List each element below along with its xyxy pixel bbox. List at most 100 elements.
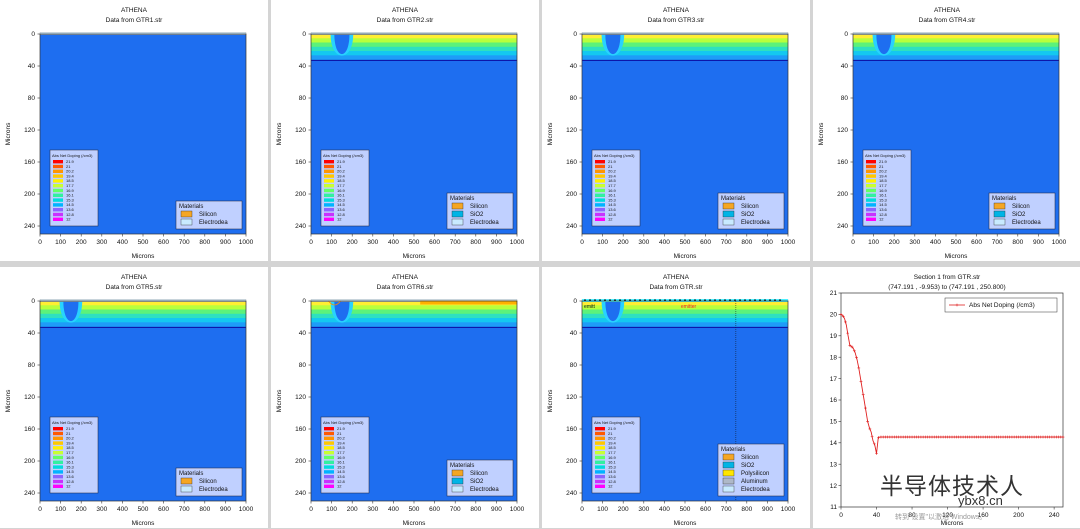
- doping-legend-swatch-7: [53, 193, 63, 197]
- doping-band-3: [311, 313, 517, 319]
- y-tick-label: 120: [837, 127, 848, 134]
- material-swatch-1: [722, 461, 735, 469]
- metal-mesh-18: [674, 299, 676, 301]
- y-tick-label: 0: [302, 31, 306, 38]
- materials-legend: Materials Silicon Electrodea: [175, 200, 243, 230]
- x-tick-label: 800: [741, 239, 752, 246]
- line-legend-box: [944, 297, 1058, 313]
- material-label: Silicon: [470, 471, 488, 477]
- doping-legend-level: 21.9: [608, 426, 617, 431]
- y-tick-label: 120: [566, 394, 577, 401]
- data-point: [839, 313, 843, 316]
- doping-legend-level: 16.9: [66, 455, 75, 460]
- y-tick-label: 120: [295, 394, 306, 401]
- y-tick-label: 40: [299, 330, 307, 337]
- material-label: Aluminum: [741, 479, 768, 485]
- x-tick-label: 900: [762, 506, 773, 513]
- metal-mesh-16: [664, 299, 666, 301]
- doping-band-1: [853, 38, 1059, 43]
- y-tick-label: 80: [28, 362, 36, 369]
- chart-subtitle: Data from GTR.str: [649, 284, 703, 291]
- doping-legend-swatch-6: [324, 455, 334, 460]
- doping-legend-level: 18.5: [337, 178, 346, 183]
- metal-mesh-25: [709, 299, 711, 301]
- material-swatch-3: [722, 477, 735, 485]
- metal-mesh-28: [724, 299, 726, 301]
- doping-legend-level: 20.2: [608, 436, 617, 441]
- doping-legend-swatch-12: [595, 217, 605, 221]
- doping-legend-swatch-6: [866, 188, 876, 193]
- x-tick-label: 300: [638, 239, 649, 246]
- x-tick-label: 900: [491, 506, 502, 513]
- data-point: [855, 356, 858, 360]
- metal-mesh-14: [654, 299, 656, 301]
- y-tick-label: 40: [841, 63, 849, 70]
- x-tick-label: 0: [309, 506, 313, 513]
- metal-mesh-21: [689, 299, 691, 301]
- metal-mesh-35: [759, 299, 761, 301]
- doping-legend-swatch-12: [53, 484, 63, 488]
- doping-band-5: [311, 55, 517, 60]
- x-tick-label: 200: [76, 506, 87, 513]
- y-tick-label: 160: [566, 159, 577, 166]
- x-tick-label: 200: [76, 239, 87, 246]
- x-tick-label: 0: [580, 239, 584, 246]
- x-tick-label: 800: [199, 239, 210, 246]
- doping-legend-level: 17.7: [337, 450, 346, 455]
- y-tick-label: 240: [24, 223, 35, 230]
- metal-mesh-7: [619, 299, 621, 301]
- line-chart-svg: Section 1 from GTR.str (747.191 , -9.953)…: [830, 274, 1065, 527]
- chart-title: ATHENA: [392, 7, 419, 14]
- y-tick-label: 240: [566, 490, 577, 497]
- doping-legend-level: 21: [337, 164, 342, 169]
- materials-legend: Materials Silicon SiO2 Electrodea: [446, 459, 514, 497]
- doping-legend-level: 16.9: [337, 455, 346, 460]
- materials-title: Materials: [179, 204, 203, 210]
- doping-legend-level: 21.9: [337, 426, 346, 431]
- line-y-tick-label: 19: [830, 333, 838, 340]
- metal-mesh-5: [609, 299, 611, 301]
- doping-legend: Abs Net Doping (/cm3)21.92120.219.418.51…: [320, 416, 370, 494]
- x-tick-label: 600: [429, 239, 440, 246]
- doping-legend-swatch-11: [866, 212, 876, 217]
- doping-band-3: [853, 46, 1059, 52]
- doping-legend-level: 14.5: [337, 202, 346, 207]
- doping-legend-level: 12: [608, 217, 613, 222]
- doping-layer: [40, 301, 246, 328]
- x-tick-label: 300: [367, 506, 378, 513]
- y-tick-label: 160: [295, 159, 306, 166]
- y-tick-label: 160: [566, 426, 577, 433]
- doping-legend-level: 16.1: [608, 193, 617, 198]
- doping-legend-level: 18.5: [337, 445, 346, 450]
- metal-mesh-32: [744, 299, 746, 301]
- contour-svg: ATHENA Data from GTR.str emitt emitter 0 100 2…: [547, 274, 796, 527]
- annotation-emitt: emitt: [584, 304, 595, 310]
- x-tick-label: 100: [597, 239, 608, 246]
- chart-subtitle: Data from GTR1.str: [106, 17, 164, 24]
- doping-band-0: [582, 34, 788, 39]
- doping-legend-level: 16.1: [608, 460, 617, 465]
- materials-title: Materials: [721, 447, 745, 453]
- contour-plot-gtr6: ATHENA Data from GTR6.str 0 100 200 300 400 500…: [271, 267, 539, 528]
- doping-legend-level: 19.4: [608, 173, 617, 178]
- y-tick-label: 200: [295, 458, 306, 465]
- well-region-inner: [876, 34, 892, 55]
- doping-legend-swatch-9: [53, 203, 63, 207]
- doping-legend-swatch-4: [595, 446, 605, 450]
- material-label: SiO2: [741, 212, 755, 218]
- y-tick-label: 80: [570, 362, 578, 369]
- metal-mesh-10: [634, 299, 636, 301]
- doping-legend-swatch-3: [324, 174, 334, 178]
- x-tick-label: 300: [96, 239, 107, 246]
- doping-legend-swatch-5: [53, 184, 63, 188]
- data-point: [857, 366, 861, 370]
- y-tick-label: 40: [28, 330, 36, 337]
- x-tick-label: 900: [491, 239, 502, 246]
- doping-legend-level: 16.1: [66, 193, 75, 198]
- doping-legend-title: Abs Net Doping (/cm3): [594, 153, 635, 158]
- material-label: SiO2: [470, 479, 484, 485]
- doping-legend-level: 20.2: [66, 169, 75, 174]
- material-label: Electrodea: [741, 220, 770, 226]
